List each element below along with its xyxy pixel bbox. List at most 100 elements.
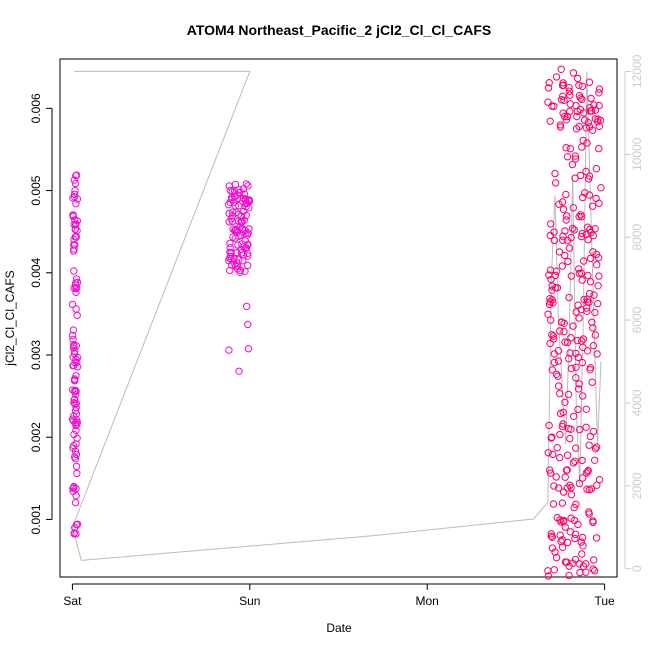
- data-point: [556, 327, 564, 335]
- chart-title: ATOM4 Northeast_Pacific_2 jCl2_Cl_Cl_CAF…: [187, 22, 491, 38]
- data-point: [572, 363, 580, 371]
- data-point: [229, 233, 237, 241]
- data-point: [578, 143, 586, 151]
- data-point: [589, 565, 597, 573]
- data-point: [552, 473, 560, 481]
- data-point: [567, 491, 576, 499]
- data-point: [551, 271, 559, 280]
- data-point: [556, 430, 564, 439]
- data-point: [586, 254, 595, 263]
- data-point: [549, 332, 558, 340]
- data-point: [561, 473, 569, 481]
- data-point: [558, 81, 567, 90]
- data-point: [563, 212, 571, 220]
- data-point: [71, 498, 80, 507]
- data-point: [567, 425, 575, 433]
- data-point: [559, 408, 567, 417]
- data-point: [595, 144, 603, 153]
- data-point: [583, 139, 591, 147]
- data-point: [567, 364, 576, 373]
- data-point: [71, 221, 80, 229]
- data-point: [232, 262, 240, 271]
- data-point: [578, 95, 586, 104]
- data-point: [70, 176, 79, 184]
- data-point: [228, 212, 237, 220]
- data-point: [70, 235, 78, 244]
- data-point: [563, 538, 572, 547]
- data-point: [595, 272, 603, 280]
- data-point: [556, 123, 565, 131]
- data-point: [226, 266, 234, 275]
- data-point: [550, 566, 558, 574]
- data-point: [70, 241, 78, 249]
- data-point: [230, 187, 239, 195]
- data-point: [244, 240, 252, 249]
- data-point: [564, 257, 572, 266]
- data-point: [593, 350, 601, 358]
- data-point: [575, 269, 583, 278]
- data-point: [595, 199, 603, 207]
- data-point: [546, 266, 555, 274]
- data-point: [72, 342, 81, 350]
- data-point: [592, 534, 601, 542]
- data-point: [554, 382, 563, 390]
- data-point: [545, 79, 553, 87]
- data-point: [239, 185, 248, 193]
- data-point: [551, 548, 559, 556]
- data-point: [584, 118, 592, 127]
- data-point: [597, 184, 605, 192]
- data-point: [556, 531, 564, 539]
- data-point: [565, 354, 573, 363]
- data-point: [240, 216, 249, 224]
- data-point: [242, 244, 251, 252]
- data-point: [565, 244, 574, 252]
- data-point: [572, 349, 580, 358]
- data-point: [584, 466, 592, 475]
- secondary-series-line: [71, 70, 602, 561]
- data-point: [225, 256, 233, 265]
- data-point: [242, 211, 251, 220]
- data-point: [566, 434, 574, 443]
- data-point: [577, 94, 585, 102]
- data-point: [563, 451, 572, 459]
- data-point: [593, 261, 601, 269]
- data-point: [588, 202, 597, 210]
- data-point: [591, 456, 599, 464]
- data-point: [578, 229, 586, 238]
- data-point: [588, 126, 597, 134]
- data-point: [548, 286, 556, 294]
- data-point: [580, 257, 588, 265]
- data-point: [576, 425, 584, 434]
- data-point: [558, 499, 567, 507]
- y2-tick-label: 10000: [630, 137, 644, 171]
- data-point: [70, 267, 78, 275]
- data-point: [560, 96, 568, 105]
- data-point: [547, 275, 555, 284]
- data-point: [545, 421, 553, 430]
- data-point: [561, 251, 569, 260]
- data-point: [589, 248, 597, 256]
- data-point: [569, 204, 577, 212]
- data-point: [585, 508, 593, 516]
- data-point: [548, 282, 556, 290]
- y-tick-label: 0.006: [29, 93, 43, 123]
- data-point: [589, 341, 598, 350]
- data-point: [559, 488, 568, 496]
- data-point: [71, 225, 80, 233]
- data-point: [571, 534, 579, 543]
- data-point: [71, 400, 79, 408]
- data-point: [557, 518, 565, 526]
- data-point: [557, 65, 565, 74]
- data-point: [70, 482, 78, 491]
- x-tick-label: Sun: [239, 594, 260, 608]
- x-tick-label: Mon: [416, 594, 439, 608]
- data-point: [561, 227, 569, 235]
- data-point: [591, 225, 599, 233]
- data-point: [582, 167, 590, 176]
- data-point: [573, 336, 581, 345]
- data-point: [563, 484, 571, 492]
- data-point: [595, 101, 603, 110]
- data-point: [561, 112, 569, 121]
- data-point: [226, 244, 234, 252]
- data-point: [71, 407, 80, 415]
